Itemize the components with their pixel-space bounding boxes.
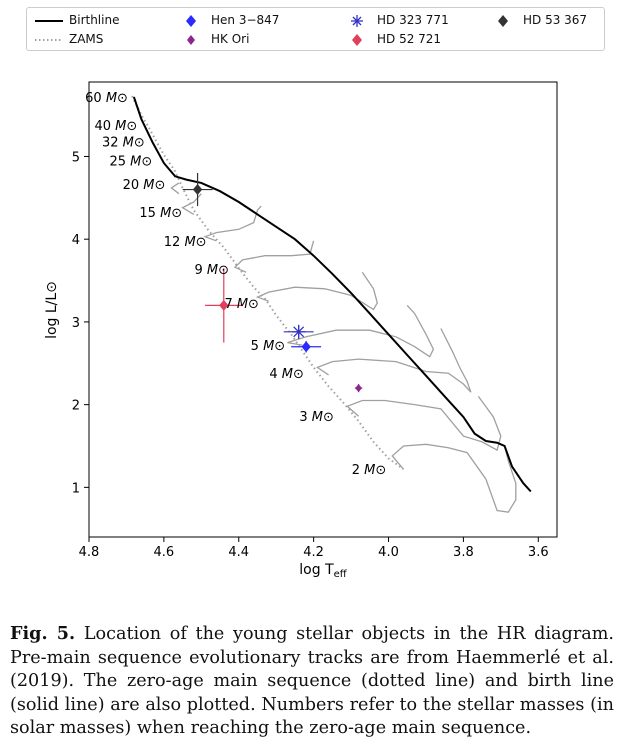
- mass-label: 15 M⊙: [139, 206, 182, 221]
- legend-label: HD 53 367: [523, 13, 588, 27]
- y-tick-label: 1: [72, 481, 80, 496]
- birthline-line: [132, 96, 532, 493]
- mass-unit: M⊙: [364, 463, 386, 478]
- y-tick-label: 2: [72, 399, 80, 414]
- legend-item-birthline: Birthline: [33, 12, 183, 30]
- mass-value: 5: [251, 339, 263, 354]
- legend-item-hen: Hen 3−847: [175, 12, 325, 30]
- mass-label: 32 M⊙: [102, 136, 145, 151]
- legend-label: HK Ori: [211, 32, 250, 46]
- mass-value: 15: [139, 206, 160, 221]
- track-line: [315, 328, 472, 393]
- mass-unit: M⊙: [312, 410, 334, 425]
- legend-label: ZAMS: [69, 32, 104, 46]
- track-line: [391, 443, 517, 513]
- mass-value: 60: [85, 91, 106, 106]
- mass-label: 40 M⊙: [94, 119, 137, 134]
- track-line: [346, 396, 502, 452]
- mass-unit: M⊙: [106, 91, 128, 106]
- mass-value: 25: [109, 155, 130, 170]
- legend-item-hd52721: HD 52 721: [341, 31, 491, 49]
- x-tick-label: 4.4: [228, 545, 249, 560]
- mass-value: 20: [123, 178, 144, 193]
- plot-frame: [88, 81, 558, 538]
- x-tick-label: 3.6: [528, 545, 549, 560]
- legend-item-zams: ZAMS: [33, 31, 183, 49]
- caption-text: Location of the young stellar objects in…: [10, 624, 614, 738]
- legend-label: Birthline: [69, 13, 120, 27]
- mass-value: 40: [94, 119, 115, 134]
- mass-unit: M⊙: [237, 297, 259, 312]
- x-axis-label: log Teff: [299, 562, 347, 580]
- mass-value: 4: [269, 367, 281, 382]
- mass-label: 9 M⊙: [195, 263, 230, 278]
- mass-unit: M⊙: [282, 367, 304, 382]
- mass-unit: M⊙: [143, 178, 165, 193]
- mass-unit: M⊙: [115, 119, 137, 134]
- diamond-marker: [192, 184, 203, 196]
- mass-label: 7 M⊙: [224, 297, 259, 312]
- mass-label: 25 M⊙: [109, 155, 152, 170]
- mass-value: 9: [195, 263, 207, 278]
- mass-value: 2: [352, 463, 364, 478]
- x-tick-label: 4.0: [378, 545, 399, 560]
- mass-label: 3 M⊙: [299, 410, 334, 425]
- mass-unit: M⊙: [123, 136, 145, 151]
- x-axis-label-sub: eff: [334, 569, 348, 580]
- track-line: [287, 304, 435, 358]
- x-tick-label: 4.2: [303, 545, 324, 560]
- track-line: [203, 205, 262, 242]
- mass-label: 12 M⊙: [164, 235, 207, 250]
- diamond-marker: [219, 299, 229, 311]
- caption-label: Fig. 5.: [10, 623, 76, 644]
- mass-labels: 60 M⊙40 M⊙32 M⊙25 M⊙20 M⊙15 M⊙12 M⊙9 M⊙7…: [85, 91, 386, 478]
- mass-label: 4 M⊙: [269, 367, 304, 382]
- track-line: [170, 182, 180, 195]
- legend: Birthline ZAMS Hen 3−847 HK Ori HD 323 7…: [26, 7, 605, 51]
- star-markers: [182, 173, 363, 393]
- evolutionary-tracks: [170, 182, 517, 513]
- y-axis-label: log L/L⊙: [44, 281, 60, 339]
- star-marker-stroke: [293, 326, 305, 338]
- mass-unit: M⊙: [184, 235, 206, 250]
- mass-unit: M⊙: [263, 339, 285, 354]
- mass-value: 12: [164, 235, 185, 250]
- mass-label: 20 M⊙: [123, 178, 166, 193]
- x-tick-label: 4.8: [79, 545, 100, 560]
- legend-label: Hen 3−847: [211, 13, 280, 27]
- legend-item-hd323771: HD 323 771: [341, 12, 491, 30]
- track-line: [233, 240, 315, 273]
- legend-label: HD 52 721: [377, 32, 442, 46]
- mass-value: 7: [224, 297, 236, 312]
- mass-unit: M⊙: [207, 263, 229, 278]
- hr-diagram: 60 M⊙40 M⊙32 M⊙25 M⊙20 M⊙15 M⊙12 M⊙9 M⊙7…: [44, 81, 558, 580]
- mass-label: 5 M⊙: [251, 339, 286, 354]
- diamond-marker: [301, 341, 311, 353]
- x-tick-label: 3.8: [453, 545, 474, 560]
- mass-unit: M⊙: [130, 155, 152, 170]
- track-line: [255, 271, 378, 311]
- zams-line: [131, 95, 405, 471]
- mass-value: 32: [102, 136, 123, 151]
- birthline-layer: [132, 96, 532, 493]
- legend-item-hkori: HK Ori: [175, 31, 325, 49]
- x-tick-label: 4.6: [154, 545, 175, 560]
- diamond-marker: [355, 384, 362, 393]
- y-tick-label: 4: [72, 233, 80, 248]
- x-axis-label-main: log T: [299, 562, 334, 578]
- y-tick-label: 5: [72, 150, 80, 165]
- figure-caption: Fig. 5. Location of the young stellar ob…: [10, 622, 614, 741]
- y-tick-label: 3: [72, 316, 80, 331]
- track-line: [181, 193, 202, 215]
- legend-item-hd53367: HD 53 367: [487, 12, 605, 30]
- legend-label: HD 323 771: [377, 13, 449, 27]
- mass-label: 2 M⊙: [352, 463, 387, 478]
- mass-value: 3: [299, 410, 311, 425]
- zams-layer: [131, 95, 405, 471]
- mass-label: 60 M⊙: [85, 91, 128, 106]
- mass-unit: M⊙: [160, 206, 182, 221]
